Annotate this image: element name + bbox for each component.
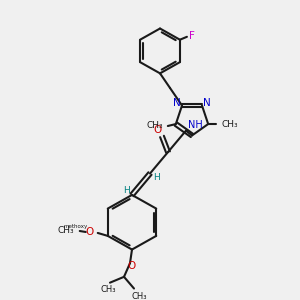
Text: H: H (123, 186, 129, 195)
Text: O: O (128, 261, 136, 271)
Text: N: N (203, 98, 211, 108)
Text: O: O (85, 227, 94, 237)
Text: NH: NH (188, 120, 203, 130)
Text: CH₃: CH₃ (100, 285, 116, 294)
Text: H: H (154, 173, 160, 182)
Text: CH₃: CH₃ (131, 292, 147, 300)
Text: N: N (173, 98, 181, 108)
Text: CH₃: CH₃ (146, 122, 163, 130)
Text: CH₃: CH₃ (57, 226, 74, 235)
Text: methoxy: methoxy (64, 224, 88, 229)
Text: F: F (189, 31, 195, 41)
Text: O: O (154, 124, 162, 135)
Text: CH₃: CH₃ (221, 119, 238, 128)
